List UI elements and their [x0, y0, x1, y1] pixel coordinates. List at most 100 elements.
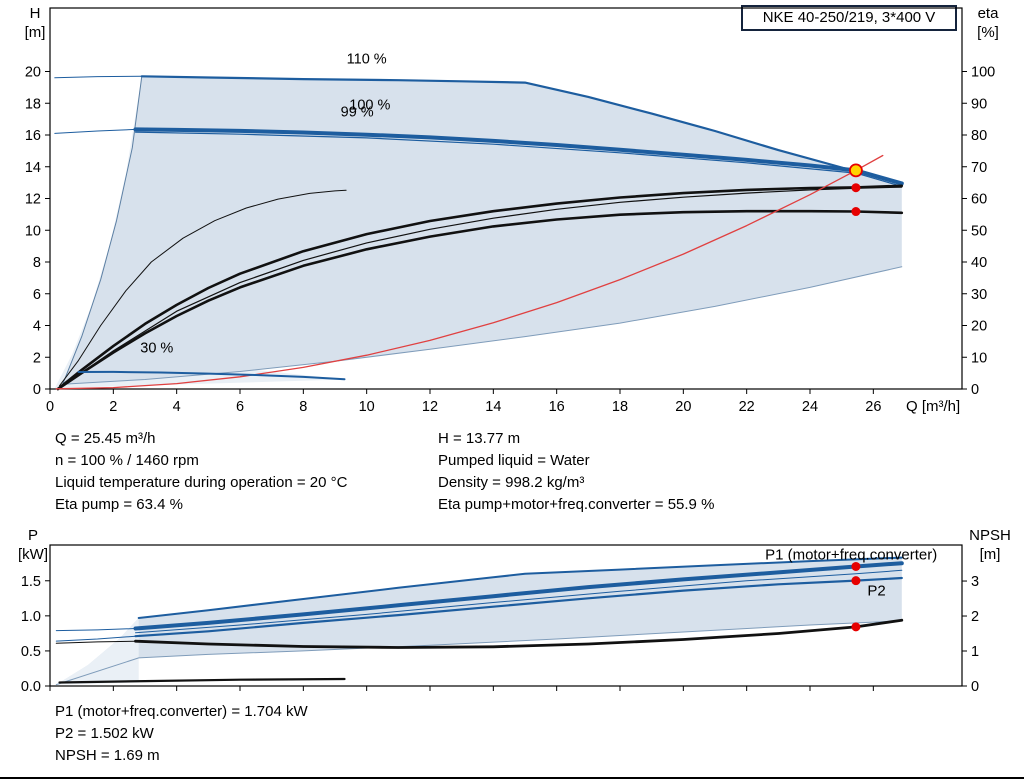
- y-left-tick-label: 1.0: [21, 609, 41, 625]
- p-low-speed-segment: [58, 677, 346, 684]
- x-tick-label: 12: [422, 399, 438, 415]
- x-tick-label: 16: [549, 399, 565, 415]
- y-right-tick-label: 80: [971, 128, 987, 144]
- system-curve: [55, 154, 884, 390]
- y-left-tick-label: 12: [25, 192, 41, 208]
- operating-envelope-region: [62, 76, 902, 385]
- envelope-left-edge: [62, 75, 143, 385]
- p2-zeroflow: [55, 635, 136, 642]
- x-tick-label: 22: [739, 399, 755, 415]
- x-tick-label: 4: [173, 399, 181, 415]
- eta-pump-curve: [56, 184, 904, 391]
- info-line-p1: P1 (motor+freq.converter) = 1.704 kW: [55, 703, 308, 720]
- label-30-percent: 30 %: [140, 340, 173, 356]
- eta-pump-point: [851, 183, 861, 193]
- y-left-tick-label: 8: [33, 255, 41, 271]
- label-p1: P1 (motor+freq.converter): [765, 547, 937, 564]
- y-right-tick-label: 90: [971, 96, 987, 112]
- curve-110-zeroflow: [54, 75, 143, 79]
- x-axis-label: Q [m³/h]: [906, 398, 960, 415]
- curve-100-percent: [133, 127, 904, 186]
- axis-unit-label: H: [30, 5, 41, 22]
- p1-point: [851, 561, 861, 571]
- y-left-tick-label: 1.5: [21, 574, 41, 590]
- axis-unit-label: [%]: [977, 24, 999, 41]
- y-left-tick-label: 2: [33, 350, 41, 366]
- curve-110-percent: [140, 75, 903, 186]
- y-right-tick-label: 60: [971, 192, 987, 208]
- p2-point: [851, 576, 861, 586]
- curve-100-zeroflow: [54, 128, 136, 134]
- axis-unit-label: [m]: [25, 24, 46, 41]
- axis-unit-label: [kW]: [18, 546, 48, 563]
- power-min-speed-edge: [55, 620, 903, 686]
- p1-zeroflow: [55, 628, 136, 632]
- y-left-tick-label: 16: [25, 128, 41, 144]
- label-p2: P2: [867, 583, 885, 600]
- info-line-liquid: Pumped liquid = Water: [438, 452, 590, 469]
- npsh-curve: [134, 618, 904, 649]
- y-left-tick-label: 0: [33, 382, 41, 398]
- y-right-tick-label: 50: [971, 223, 987, 239]
- p1-curve: [133, 561, 904, 631]
- axis-unit-label: eta: [978, 5, 1000, 22]
- eta-total-point: [851, 207, 861, 217]
- duty-info-right-column: H = 13.77 m Pumped liquid = Water Densit…: [438, 428, 714, 516]
- qh-eta-chart: 0 2 4 6 8 10 12 14 16 18 20 22 24 2602468101214161820…: [25, 5, 1000, 415]
- label-99-percent: 99 %: [341, 105, 374, 121]
- power-info-column: P1 (motor+freq.converter) = 1.704 kW P2 …: [55, 701, 308, 767]
- y-right-tick-label: 0: [971, 382, 979, 398]
- eta-total-curve: [56, 209, 904, 391]
- y-right-tick-label: 0: [971, 679, 979, 695]
- duty-info-left-column: Q = 25.45 m³/h n = 100 % / 1460 rpm Liqu…: [55, 428, 347, 516]
- info-line-p2: P2 = 1.502 kW: [55, 725, 154, 742]
- duty-point: [849, 163, 863, 178]
- info-line-q: Q = 25.45 m³/h: [55, 430, 156, 447]
- y-right-tick-label: 40: [971, 255, 987, 271]
- x-tick-label: 0: [46, 399, 54, 415]
- y-right-tick-label: 1: [971, 644, 979, 660]
- power-npsh-chart: 0.0 0.5 1.0 1.5 0 1 2 3 P [kW] NPSH [m] P1 (motor+fr…: [18, 528, 1011, 695]
- axis-unit-label: NPSH: [969, 528, 1011, 544]
- p-110-curve: [137, 556, 903, 619]
- pump-title-box: NKE 40-250/219, 3*400 V: [741, 5, 957, 31]
- y-left-tick-label: 0.0: [21, 679, 41, 695]
- x-tick-label: 24: [802, 399, 818, 415]
- curve-30-percent: [77, 370, 346, 381]
- x-tick-label: 18: [612, 399, 628, 415]
- y-left-tick-label: 6: [33, 287, 41, 303]
- y-right-tick-label: 20: [971, 319, 987, 335]
- label-110-percent: 110 %: [347, 52, 387, 68]
- curve-99-percent: [134, 131, 900, 187]
- power-envelope-region: [56, 557, 902, 685]
- x-tick-label: 6: [236, 399, 244, 415]
- info-line-density: Density = 998.2 kg/m³: [438, 474, 585, 491]
- info-line-eta-pump: Eta pump = 63.4 %: [55, 496, 183, 513]
- axis-unit-label: P: [28, 528, 38, 544]
- y-right-tick-label: 10: [971, 350, 987, 366]
- envelope-min-speed-edge: [62, 266, 903, 385]
- x-tick-label: 14: [485, 399, 501, 415]
- power-envelope-pale-region: [56, 618, 139, 685]
- y-right-tick-label: 30: [971, 287, 987, 303]
- x-tick-label: 10: [359, 399, 375, 415]
- y-left-tick-label: 14: [25, 160, 41, 176]
- x-tick-label: 2: [109, 399, 117, 415]
- info-line-head: H = 13.77 m: [438, 430, 521, 447]
- y-right-tick-label: 3: [971, 574, 979, 590]
- npsh-point: [851, 622, 861, 632]
- npsh-zeroflow: [55, 640, 136, 644]
- x-tick-label: 26: [865, 399, 881, 415]
- p-thin-curve: [135, 569, 903, 634]
- y-left-tick-label: 10: [25, 223, 41, 239]
- axis-unit-label: [m]: [980, 546, 1001, 563]
- info-line-npsh: NPSH = 1.69 m: [55, 747, 160, 764]
- x-tick-label: 8: [299, 399, 307, 415]
- info-line-temperature: Liquid temperature during operation = 20…: [55, 474, 348, 491]
- info-line-eta-total: Eta pump+motor+freq.converter = 55.9 %: [438, 496, 715, 513]
- p2-curve: [134, 576, 903, 638]
- y-left-tick-label: 20: [25, 65, 41, 81]
- eta-curve-reduced-speed: [59, 189, 347, 387]
- x-tick-label: 20: [675, 399, 691, 415]
